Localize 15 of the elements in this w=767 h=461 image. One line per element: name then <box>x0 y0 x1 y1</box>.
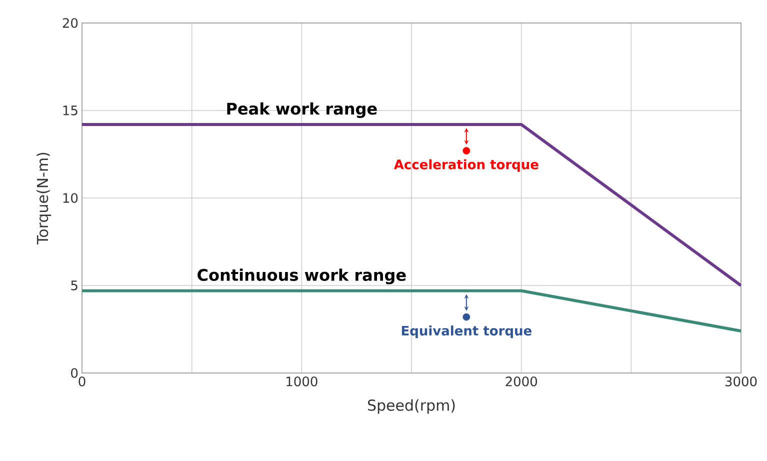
y-tick-label: 20 <box>62 18 78 28</box>
y-axis-title: Torque(N-m) <box>36 152 52 244</box>
x-tick-label: 3000 <box>725 376 757 386</box>
x-tick-label: 0 <box>78 376 86 386</box>
annotation: Equivalent torque <box>402 326 532 338</box>
y-tick-label: 10 <box>63 193 78 203</box>
x-tick-label: 1000 <box>286 376 318 386</box>
x-tick-label: 2000 <box>506 376 537 386</box>
x-axis-title: Speed(rpm) <box>368 399 455 414</box>
series-label: Peak work range <box>227 102 377 118</box>
y-tick-label: 0 <box>71 368 78 378</box>
series-label: Continuous work range <box>198 268 406 284</box>
annotation: Acceleration torque <box>394 159 538 172</box>
y-tick-label: 15 <box>63 106 78 116</box>
y-tick-label: 5 <box>71 280 78 290</box>
